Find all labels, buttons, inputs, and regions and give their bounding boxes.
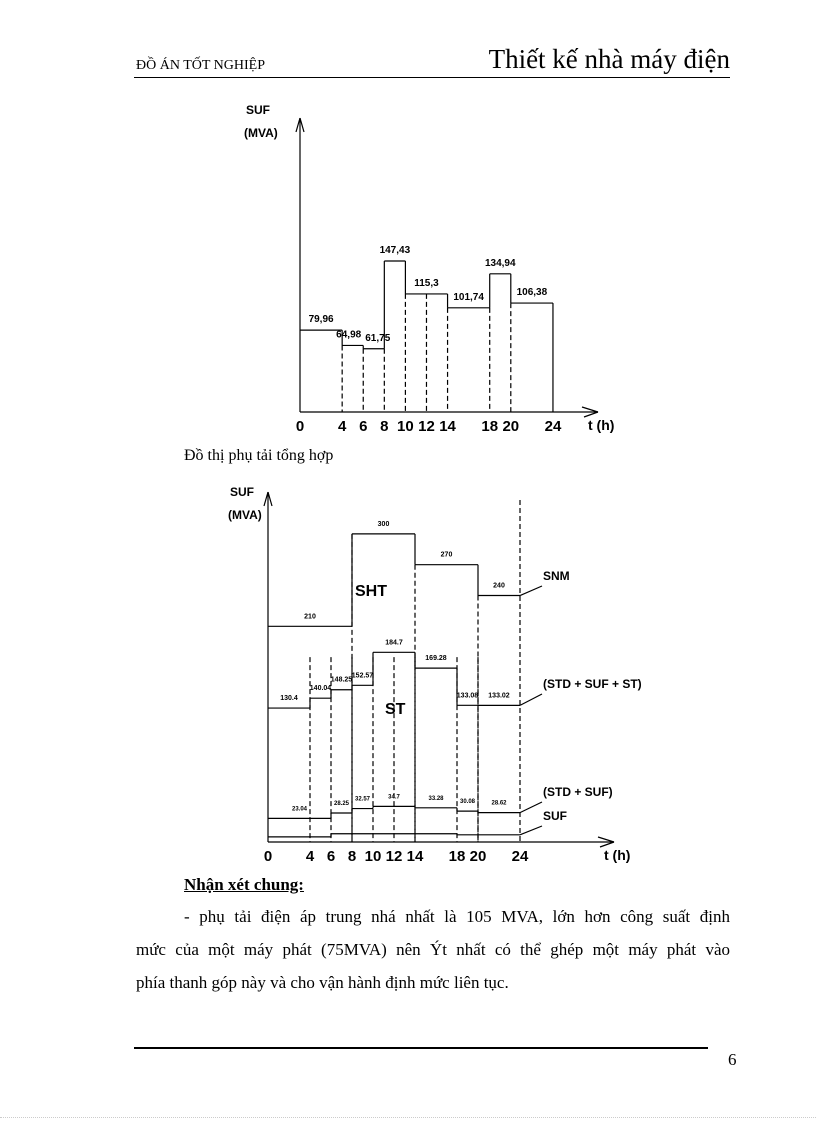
bar-value-label: 64,98 (336, 329, 361, 340)
x-tick-label: 12 (418, 418, 435, 435)
x-tick-label: 8 (348, 848, 356, 865)
bar-value-label: 61,75 (365, 333, 390, 344)
x-axis-arrow (581, 406, 599, 413)
bar-value-label: 106,38 (517, 287, 548, 298)
bar-value-label: 79,96 (309, 314, 334, 325)
x-tick-label: 24 (512, 848, 529, 865)
series-value-label: 240 (493, 583, 505, 590)
region-label-st: ST (385, 701, 406, 718)
series-value-label: 148.25 (331, 677, 353, 684)
page-edge (0, 1117, 816, 1118)
x-tick-label: 10 (397, 418, 414, 435)
header-right: Thiết kế nhà máy điện (488, 44, 730, 74)
x-tick-label: 24 (545, 418, 562, 435)
bar-value-label: 115,3 (414, 278, 439, 289)
y-axis-arrow (295, 117, 301, 133)
x-tick-label: 20 (470, 848, 487, 865)
x-tick-label: 20 (502, 418, 519, 435)
x-tick-label: 6 (327, 848, 335, 865)
legend-label: (STD + SUF) (543, 785, 613, 799)
y-axis-arrow (263, 491, 269, 507)
series-value-label: 184.7 (385, 639, 403, 646)
remarks-line-3: phía thanh góp này và cho vận hành định … (136, 973, 509, 992)
x-tick-label: 0 (264, 848, 272, 865)
header-left: ĐỒ ÁN TỐT NGHIỆP (136, 58, 265, 73)
bar-value-label: 101,74 (453, 292, 484, 303)
x-tick-label: 4 (338, 418, 347, 435)
series-value-label: 130.4 (280, 695, 298, 702)
legend-label: SNM (543, 569, 570, 583)
x-axis-label: t (h) (604, 847, 630, 863)
series-value-label: 140.04 (310, 685, 332, 692)
series-value-label: 133.02 (488, 692, 510, 699)
series-value-label: 28.25 (334, 801, 350, 807)
x-tick-label: 6 (359, 418, 367, 435)
y-axis-symbol: SUF (246, 103, 270, 117)
x-tick-label: 10 (365, 848, 382, 865)
series-value-label: 28.62 (491, 801, 507, 807)
y-axis-unit: (MVA) (244, 126, 278, 140)
series-value-label: 33.28 (428, 796, 444, 802)
legend-leader (519, 693, 543, 706)
remarks-heading: Nhận xét chung: (184, 875, 304, 894)
y-axis-arrow (299, 117, 305, 133)
x-tick-label: 18 (481, 418, 498, 435)
x-axis-arrow (597, 836, 615, 843)
series-value-label: 300 (378, 521, 390, 528)
legend-leader (519, 585, 543, 597)
x-axis-arrow (583, 411, 599, 418)
legend-leader (519, 801, 543, 814)
page-number: 6 (728, 1050, 737, 1069)
legend-label: (STD + SUF + ST) (543, 677, 642, 691)
y-axis-unit: (MVA) (228, 508, 262, 522)
series-value-label: 34.7 (388, 794, 400, 800)
footer-rule (134, 1047, 708, 1049)
series-value-label: 270 (441, 552, 453, 559)
bar-value-label: 147,43 (380, 245, 411, 256)
legend-leader (519, 825, 543, 836)
bar-value-label: 134,94 (485, 258, 516, 269)
chart-caption: Đồ thị phụ tải tổng hợp (184, 447, 334, 464)
series-value-label: 30.08 (460, 799, 476, 805)
x-tick-label: 14 (407, 848, 424, 865)
remarks-line-1: - phụ tải điện áp trung nhá nhất là 105 … (184, 907, 730, 926)
y-axis-arrow (267, 491, 273, 507)
series-value-label: 210 (304, 613, 316, 620)
series-value-label: 23.04 (292, 806, 308, 812)
x-tick-label: 12 (386, 848, 403, 865)
series-value-label: 169.28 (425, 655, 447, 662)
series-value-label: 133.08 (457, 692, 479, 699)
x-tick-label: 14 (439, 418, 456, 435)
x-axis-label: t (h) (588, 417, 614, 433)
x-axis-arrow (599, 841, 615, 848)
series-value-label: 32.57 (355, 797, 371, 803)
region-label-sht: SHT (355, 583, 387, 600)
x-tick-label: 4 (306, 848, 315, 865)
x-tick-label: 8 (380, 418, 388, 435)
header-rule (134, 77, 730, 78)
remarks-line-2: mức của một máy phát (75MVA) nên Ýt nhất… (136, 940, 730, 959)
x-tick-label: 18 (449, 848, 466, 865)
series-value-label: 152.57 (352, 672, 374, 679)
x-tick-label: 0 (296, 418, 304, 435)
y-axis-symbol: SUF (230, 485, 254, 499)
legend-label: SUF (543, 809, 567, 823)
